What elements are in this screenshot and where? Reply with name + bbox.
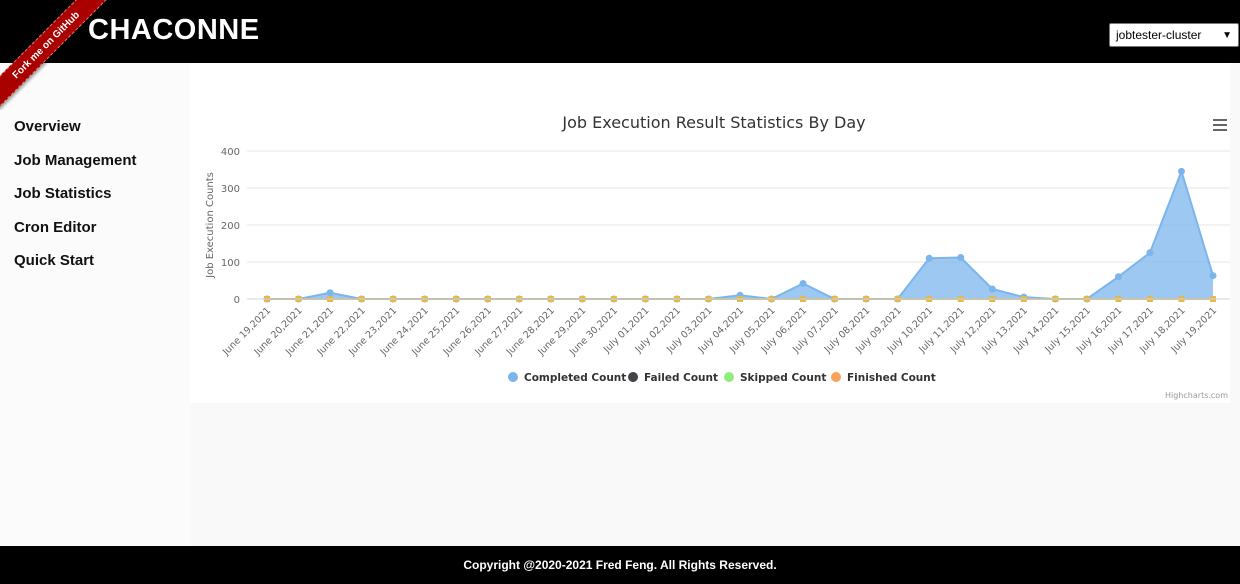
completed-area xyxy=(267,171,1213,299)
legend-marker xyxy=(724,372,734,382)
github-ribbon-wrapper: Fork me on GitHub xyxy=(0,0,110,110)
sidebar-item-cron-editor[interactable]: Cron Editor xyxy=(14,219,97,236)
completed-point xyxy=(1114,273,1122,281)
legend-marker xyxy=(508,372,518,382)
completed-point xyxy=(799,279,807,287)
completed-point xyxy=(1209,272,1217,280)
legend-marker xyxy=(831,372,841,382)
completed-point xyxy=(1177,167,1185,175)
github-fork-ribbon[interactable]: Fork me on GitHub xyxy=(0,0,110,110)
y-tick-label: 200 xyxy=(221,221,240,232)
y-tick-label: 400 xyxy=(221,147,240,158)
sidebar-item-quick-start[interactable]: Quick Start xyxy=(14,252,95,269)
completed-point xyxy=(925,254,933,262)
hamburger-menu-icon[interactable] xyxy=(1213,119,1227,131)
completed-point xyxy=(326,289,334,297)
completed-point xyxy=(988,285,996,293)
y-tick-label: 100 xyxy=(221,258,240,269)
top-header: CHACONNE jobtester-cluster ▼ xyxy=(0,0,1240,63)
footer: Copyright @2020-2021 Fred Feng. All Righ… xyxy=(0,546,1240,584)
cluster-select[interactable]: jobtester-cluster ▼ xyxy=(1109,23,1239,47)
cluster-select-value: jobtester-cluster xyxy=(1116,28,1202,42)
legend-label: Failed Count xyxy=(644,372,718,384)
completed-point xyxy=(1146,249,1154,257)
chart-credit: Highcharts.com xyxy=(1165,391,1228,400)
brand-title: CHACONNE xyxy=(88,14,260,46)
chart-title: Job Execution Result Statistics By Day xyxy=(562,113,866,132)
legend-label: Finished Count xyxy=(847,372,936,384)
legend-label: Completed Count xyxy=(524,372,626,384)
sidebar-item-job-management[interactable]: Job Management xyxy=(14,152,137,169)
y-axis-label: Job Execution Counts xyxy=(205,172,216,279)
legend-marker xyxy=(628,372,638,382)
legend-label: Skipped Count xyxy=(740,372,826,384)
completed-line xyxy=(267,168,1214,301)
sidebar: Overview Job Management Job Statistics C… xyxy=(0,63,190,546)
sidebar-item-overview[interactable]: Overview xyxy=(14,118,81,135)
y-tick-label: 300 xyxy=(221,184,240,195)
chevron-down-icon: ▼ xyxy=(1222,29,1232,41)
completed-point xyxy=(957,254,965,262)
chart-panel: Job Execution Result Statistics By Day 0… xyxy=(190,63,1230,403)
y-tick-label: 0 xyxy=(234,295,240,306)
sidebar-item-job-statistics[interactable]: Job Statistics xyxy=(14,185,112,202)
